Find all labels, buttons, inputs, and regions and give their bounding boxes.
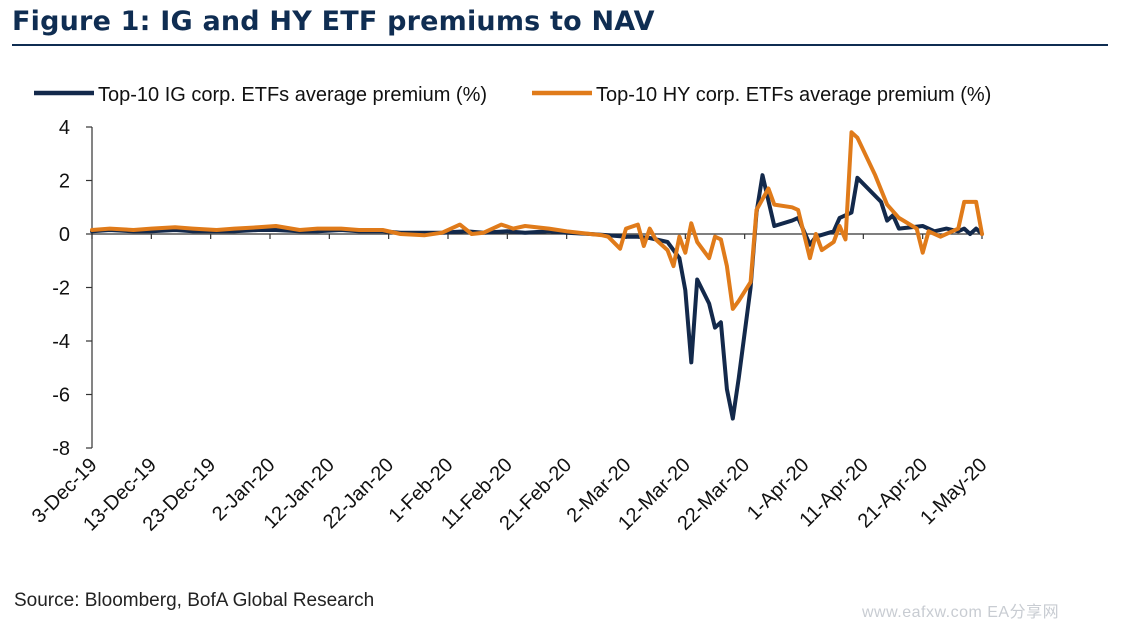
y-axis: 4 2 0 -2 -4 -6 -8 bbox=[52, 117, 93, 460]
y-tick-label: 0 bbox=[59, 224, 70, 246]
source-note: Source: Bloomberg, BofA Global Research bbox=[14, 590, 375, 611]
legend-label: Top-10 HY corp. ETFs average premium (%) bbox=[596, 84, 991, 106]
y-tick-label: 4 bbox=[59, 117, 70, 139]
watermark: www.eafxw.com EA分享网 bbox=[862, 604, 1060, 621]
x-axis: 3-Dec-1913-Dec-1923-Dec-192-Jan-2012-Jan… bbox=[28, 233, 992, 536]
title-divider bbox=[12, 44, 1108, 46]
figure-title: Figure 1: IG and HY ETF premiums to NAV bbox=[12, 6, 655, 37]
chart-legend: Top-10 IG corp. ETFs average premium (%)… bbox=[34, 84, 991, 106]
line-chart: Top-10 IG corp. ETFs average premium (%)… bbox=[28, 84, 992, 536]
y-tick-label: -6 bbox=[52, 385, 70, 407]
legend-label: Top-10 IG corp. ETFs average premium (%) bbox=[98, 84, 487, 106]
hy-premium-line bbox=[90, 130, 984, 311]
y-tick-label: -2 bbox=[52, 278, 70, 300]
series-group bbox=[90, 130, 984, 421]
y-tick-label: 2 bbox=[59, 171, 70, 193]
y-tick-label: -8 bbox=[52, 438, 70, 460]
y-tick-label: -4 bbox=[52, 331, 70, 353]
